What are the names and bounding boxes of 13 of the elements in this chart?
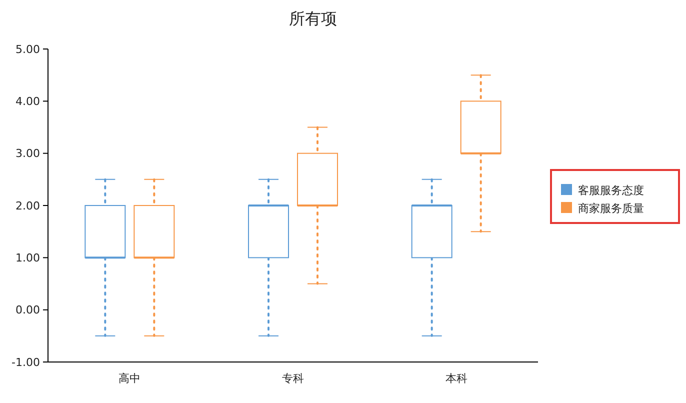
y-tick-label: 1.00 — [16, 252, 40, 265]
y-tick-label: 5.00 — [16, 42, 40, 56]
legend-label: 商家服务质量 — [578, 202, 644, 215]
x-tick-label: 高中 — [118, 372, 141, 385]
x-tick-label: 本科 — [445, 372, 468, 385]
x-tick-label: 专科 — [282, 372, 304, 385]
y-tick-label: 2.00 — [16, 199, 40, 212]
y-tick-label: -1.00 — [12, 356, 40, 369]
y-tick-label: 4.00 — [16, 95, 40, 108]
y-tick-label: 3.00 — [16, 147, 40, 160]
legend-label: 客服服务态度 — [578, 184, 644, 197]
chart-title: 所有项 — [289, 9, 337, 28]
y-tick-label: 0.00 — [16, 304, 40, 317]
